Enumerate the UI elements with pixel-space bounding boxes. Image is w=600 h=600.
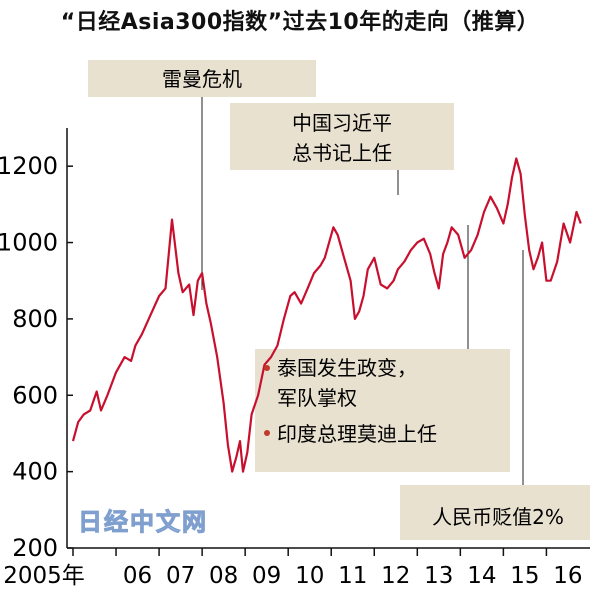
y-tick-label: 1200 — [0, 152, 58, 180]
chart-title: “日经Asia300指数”过去10年的走向（推算） — [60, 10, 540, 35]
y-tick-label: 400 — [12, 458, 58, 486]
annotation-thai-line1: 泰国发生政变， — [277, 356, 417, 380]
annotation-lehman: 雷曼危机 — [162, 67, 242, 91]
x-tick-label: 14 — [467, 563, 496, 589]
annotation-modi: 印度总理莫迪上任 — [277, 422, 437, 446]
bullet-modi — [264, 430, 270, 436]
bullet-thai — [264, 365, 270, 371]
x-tick-label: 2005年 — [3, 563, 85, 589]
x-tick-label: 13 — [424, 563, 453, 589]
annotation-rmb: 人民币贬值2% — [432, 505, 564, 529]
x-tick-label: 16 — [553, 563, 582, 589]
annotation-box-lehman — [88, 60, 316, 97]
y-tick-label: 800 — [12, 305, 58, 333]
annotation-xi-line2: 总书记上任 — [292, 141, 392, 165]
y-tick-label: 1000 — [0, 229, 58, 257]
annotation-xi-line1: 中国习近平 — [292, 111, 392, 135]
x-tick-label: 07 — [166, 563, 195, 589]
annotation-box-events — [255, 349, 510, 472]
x-tick-label: 12 — [381, 563, 410, 589]
y-tick-label: 200 — [12, 534, 58, 562]
x-tick-label: 15 — [510, 563, 539, 589]
y-tick-label: 600 — [12, 381, 58, 409]
annotation-box-rmb — [400, 485, 590, 540]
x-tick-label: 06 — [123, 563, 152, 589]
annotation-thai-line2: 军队掌权 — [277, 386, 357, 410]
annotation-box-xi — [230, 103, 454, 170]
x-tick-label: 10 — [295, 563, 324, 589]
series-line — [71, 157, 582, 473]
x-tick-label: 08 — [209, 563, 238, 589]
x-tick-label: 09 — [252, 563, 281, 589]
x-tick-label: 11 — [338, 563, 367, 589]
watermark: 日经中文网 — [78, 508, 208, 536]
